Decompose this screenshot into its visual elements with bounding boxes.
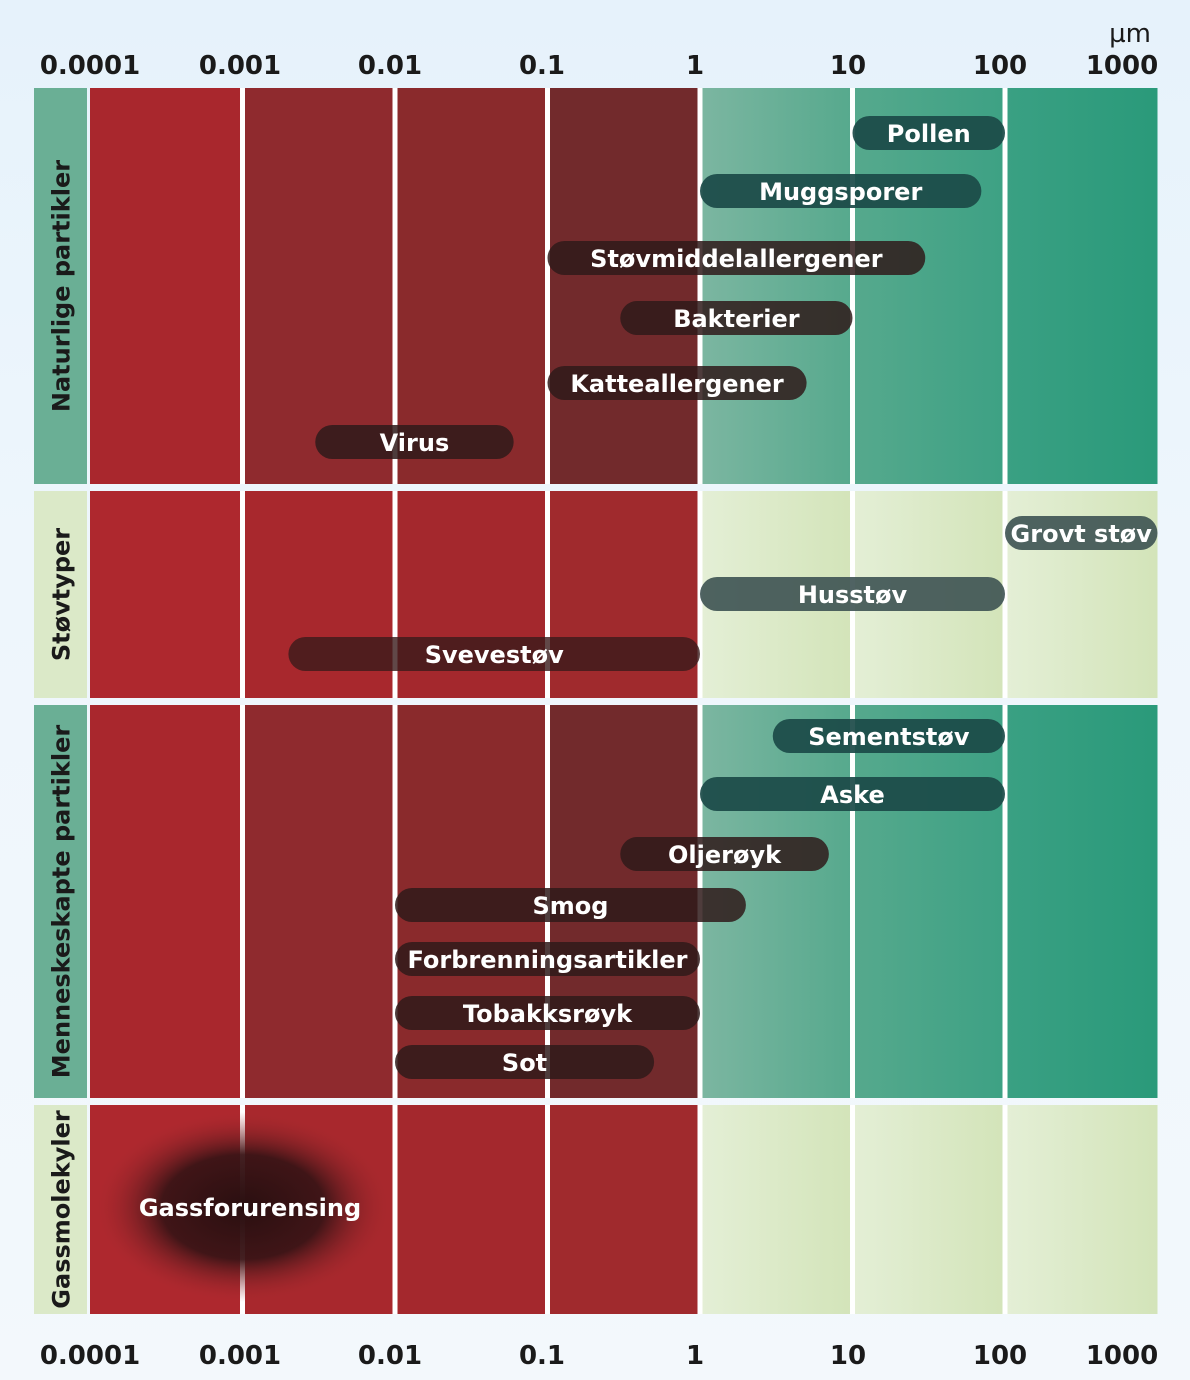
- top-tick-label: 0.01: [358, 51, 422, 81]
- bottom-tick-label: 10: [830, 1341, 866, 1371]
- category-label-bg: [34, 88, 87, 484]
- category-label: Naturlige partikler: [48, 160, 76, 412]
- bar-muggsporer: [700, 174, 982, 208]
- decade-divider: [240, 491, 245, 698]
- decade-divider: [697, 1105, 703, 1314]
- decade-divider: [850, 88, 855, 484]
- bar-label: Pollen: [887, 120, 971, 148]
- decade-divider: [850, 705, 855, 1098]
- category-label: Støvtyper: [48, 528, 76, 661]
- bar-bakterier: [620, 301, 853, 335]
- red-zone-cell: [90, 705, 243, 1098]
- decade-divider: [1002, 491, 1008, 698]
- decade-divider: [392, 1105, 398, 1314]
- decade-divider: [1002, 88, 1008, 484]
- bottom-tick-label: 0.1: [519, 1341, 565, 1371]
- decade-divider: [392, 491, 398, 698]
- decade-divider: [697, 88, 703, 484]
- bar-label: Forbrenningsartikler: [407, 946, 687, 974]
- decade-divider: [240, 705, 245, 1098]
- red-zone-cell: [547, 88, 700, 484]
- top-tick-label: 10: [830, 51, 866, 81]
- bar-sot: [395, 1045, 655, 1079]
- red-zone-cell: [395, 1105, 548, 1314]
- bar-label: Aske: [820, 781, 884, 809]
- category-label: Menneskeskapte partikler: [48, 725, 76, 1079]
- bar-label: Husstøv: [798, 581, 908, 609]
- bar-st-vmiddelallergener: [547, 241, 926, 275]
- red-zone-cell: [90, 491, 243, 698]
- bar-label: Smog: [532, 892, 608, 920]
- unit-label: µm: [1109, 19, 1151, 49]
- bar-label: Katteallergener: [570, 370, 784, 398]
- bar-virus: [315, 425, 514, 459]
- bar-smog: [395, 888, 746, 922]
- top-tick-label: 1000: [1086, 51, 1158, 81]
- green-zone-cell: [1005, 705, 1158, 1098]
- decade-divider: [392, 705, 398, 1098]
- decade-divider: [240, 88, 245, 484]
- bar-sementst-v: [772, 719, 1005, 753]
- bar-label: Grovt støv: [1011, 520, 1153, 548]
- bar-label: Oljerøyk: [668, 841, 782, 869]
- decade-divider: [545, 88, 550, 484]
- bottom-tick-label: 0.0001: [40, 1341, 140, 1371]
- bar-label: Muggsporer: [759, 178, 922, 206]
- bar-husst-v: [700, 577, 1005, 611]
- category-label-bg: [34, 491, 87, 698]
- green-zone-cell: [700, 88, 853, 484]
- red-zone-cell: [90, 88, 243, 484]
- bar-label: Virus: [380, 429, 450, 457]
- green-zone-cell: [700, 1105, 853, 1314]
- category-label-bg: [34, 1105, 87, 1314]
- red-zone-cell: [242, 705, 395, 1098]
- bar-katteallergener: [547, 366, 807, 400]
- decade-divider: [392, 88, 398, 484]
- red-zone-cell: [547, 1105, 700, 1314]
- decade-divider: [850, 1105, 855, 1314]
- top-tick-label: 0.001: [199, 51, 281, 81]
- red-zone-cell: [395, 88, 548, 484]
- bottom-tick-label: 100: [973, 1341, 1027, 1371]
- bar-label: Sementstøv: [808, 723, 970, 751]
- decade-divider: [545, 491, 550, 698]
- bar-grovt-st-v: [1005, 516, 1158, 550]
- green-zone-cell: [1005, 1105, 1158, 1314]
- bar-label: Støvmiddelallergener: [590, 245, 883, 273]
- decade-divider: [1002, 705, 1008, 1098]
- decade-divider: [697, 491, 703, 698]
- bar-forbrenningsartikler: [395, 942, 700, 976]
- green-zone-cell: [852, 88, 1005, 484]
- decade-divider: [545, 1105, 550, 1314]
- decade-divider: [1002, 1105, 1008, 1314]
- green-zone-cell: [1005, 88, 1158, 484]
- bar-label: Bakterier: [673, 305, 800, 333]
- bar-tobakksr-yk: [395, 996, 700, 1030]
- bar-aske: [700, 777, 1005, 811]
- bar-label: Svevestøv: [425, 641, 564, 669]
- bar-pollen: [852, 116, 1005, 150]
- bar-svevest-v: [288, 637, 700, 671]
- top-tick-label: 100: [973, 51, 1027, 81]
- bar-label: Gassforurensing: [139, 1194, 361, 1222]
- top-tick-label: 0.1: [519, 51, 565, 81]
- category-label: Gassmolekyler: [48, 1110, 76, 1309]
- category-label-bg: [34, 705, 87, 1098]
- bar-gassforurensing: [95, 1112, 391, 1302]
- bottom-tick-label: 0.01: [358, 1341, 422, 1371]
- bar-label: Tobakksrøyk: [463, 1000, 633, 1028]
- top-tick-label: 0.0001: [40, 51, 140, 81]
- bottom-tick-label: 1: [686, 1341, 704, 1371]
- green-zone-cell: [852, 1105, 1005, 1314]
- bar-oljer-yk: [620, 837, 829, 871]
- green-zone-cell: [852, 705, 1005, 1098]
- red-zone-cell: [242, 88, 395, 484]
- bar-label: Sot: [502, 1049, 547, 1077]
- top-tick-label: 1: [686, 51, 704, 81]
- bottom-tick-label: 1000: [1086, 1341, 1158, 1371]
- bottom-tick-label: 0.001: [199, 1341, 281, 1371]
